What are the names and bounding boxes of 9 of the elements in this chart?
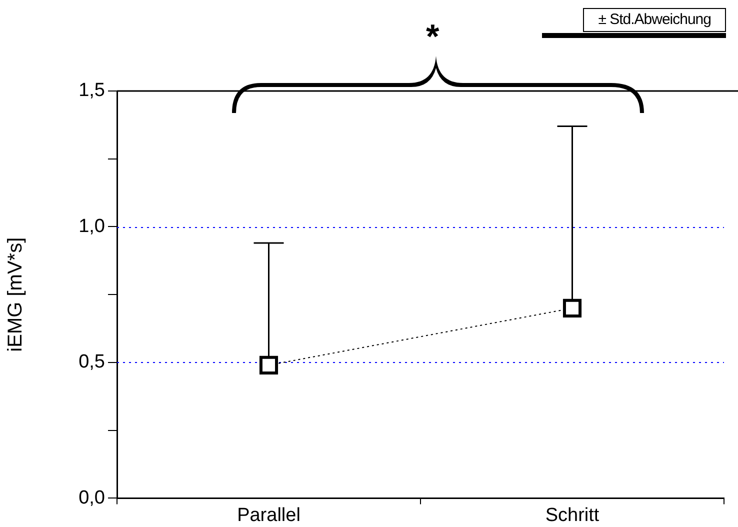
x-tick-label: Parallel	[237, 504, 300, 526]
y-tick-label: 1,5	[78, 80, 105, 102]
y-tick-label: 0,0	[78, 487, 105, 508]
x-tick-label: Schritt	[545, 504, 600, 526]
text: ± Std.Abweichung	[583, 8, 726, 32]
y-tick-label: 0,5	[78, 352, 105, 373]
text: *	[426, 18, 440, 56]
y-tick-label: 1,0	[78, 216, 105, 237]
y-axis-title: iEMG [mV*s]	[4, 237, 27, 352]
